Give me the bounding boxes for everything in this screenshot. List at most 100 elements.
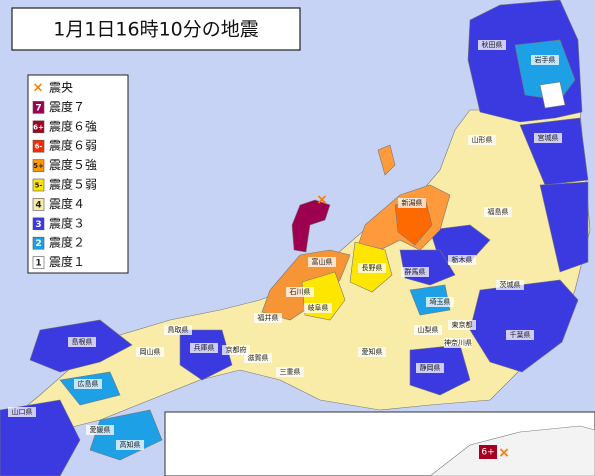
prefecture-label-bg xyxy=(190,343,218,353)
legend-label: 震度６強 xyxy=(49,118,97,133)
inset-land xyxy=(429,425,595,476)
prefecture-label: 愛知県 xyxy=(362,347,383,356)
legend-swatch xyxy=(32,178,45,192)
legend-icon: 6+ xyxy=(33,123,44,131)
kanto-east xyxy=(469,279,579,373)
prefecture-label: 石川県 xyxy=(290,288,311,296)
prefecture-label: 埼玉県 xyxy=(430,297,451,306)
legend-swatch xyxy=(32,120,45,134)
legend-icon: 4 xyxy=(35,200,41,210)
title-box: 1月1日16時10分の地震 xyxy=(11,7,301,51)
legend-label: 震度６弱 xyxy=(49,138,97,153)
prefecture-label-bg xyxy=(531,55,559,65)
legend-icon: × xyxy=(33,81,44,96)
kyushu xyxy=(0,399,81,476)
inset: 6+ × xyxy=(164,411,595,476)
prefecture-label: 富山県 xyxy=(312,257,333,266)
legend-label: 震度５弱 xyxy=(49,177,97,192)
legend-icon: 6- xyxy=(35,143,43,151)
legend-swatch xyxy=(32,159,45,172)
title-frame xyxy=(11,7,301,51)
prefecture-label-bg xyxy=(136,347,164,357)
prefecture-label: 山口県 xyxy=(12,407,33,416)
legend-label: 震度４ xyxy=(49,196,85,211)
prefecture-label: 滋賀県 xyxy=(248,353,269,362)
prefecture-label-bg xyxy=(506,330,534,340)
prefecture-label-bg xyxy=(244,353,272,363)
prefecture-label: 岡山県 xyxy=(140,347,161,356)
fukushima-east xyxy=(539,181,589,273)
prefecture-label-bg xyxy=(496,280,524,290)
prefecture-label: 群馬県 xyxy=(405,267,426,276)
prefecture-label-bg xyxy=(478,40,506,50)
prefecture-label: 兵庫県 xyxy=(194,343,215,352)
legend-label: 震度５強 xyxy=(49,157,97,172)
prefecture-label-bg xyxy=(401,267,429,277)
inset-marker: × xyxy=(498,445,510,461)
prefecture-label: 神奈川県 xyxy=(444,338,472,347)
legend-swatch xyxy=(32,236,45,250)
prefecture-label-bg xyxy=(358,263,386,273)
prefecture-label-bg xyxy=(286,287,314,297)
noto xyxy=(291,199,331,253)
prefecture-label-bg xyxy=(534,133,562,143)
prefecture-label: 秋田県 xyxy=(482,40,503,49)
inset-icon: 6+ xyxy=(481,448,494,458)
prefecture-label-bg xyxy=(86,425,114,435)
legend-label: 震央 xyxy=(49,81,73,95)
prefecture-label-bg xyxy=(448,320,476,330)
legend-label: 震度３ xyxy=(49,215,85,230)
legend-icon: 5+ xyxy=(33,162,44,170)
prefecture-label: 京都府 xyxy=(226,345,247,354)
prefecture-label-bg xyxy=(276,367,304,377)
legend-icon: 2 xyxy=(35,239,41,249)
prefecture-label-bg xyxy=(426,297,454,307)
prefecture-label-bg xyxy=(468,135,496,145)
epicenter: × xyxy=(316,192,328,208)
legend-label: 震度７ xyxy=(49,99,85,114)
legend-icon: 1 xyxy=(35,259,41,269)
prefecture-label-bg xyxy=(116,440,144,450)
legend-label: 震度１ xyxy=(49,254,85,269)
legend-icon: 7 xyxy=(35,103,41,113)
prefecture-label: 岩手県 xyxy=(535,55,556,64)
legend-icon: 5- xyxy=(35,182,43,190)
prefecture-label-bg xyxy=(304,303,332,313)
prefecture-label-bg xyxy=(358,347,386,357)
prefecture-label-bg xyxy=(416,363,444,373)
white-area xyxy=(539,81,566,109)
legend-label: 震度２ xyxy=(49,235,85,250)
prefecture-label: 栃木県 xyxy=(452,255,473,264)
prefecture-label-bg xyxy=(444,338,472,348)
prefecture-label-bg xyxy=(448,255,476,265)
prefecture-label: 島根県 xyxy=(72,337,93,346)
prefecture-label: 福島県 xyxy=(488,207,509,216)
hyogo xyxy=(179,329,233,381)
prefecture-label-bg xyxy=(164,325,192,335)
prefecture-label: 高知県 xyxy=(120,440,141,449)
prefecture-label-bg xyxy=(8,407,36,417)
prefecture-label: 山形県 xyxy=(472,135,493,144)
legend: × 震央 7 震度７ 6+ 震度６強 6- 震度６弱 5+ 震度５強 5- 震度５弱 4 震度４ 3 震度３ 2… xyxy=(27,74,129,274)
prefecture-label-bg xyxy=(484,207,512,217)
legend-swatch xyxy=(32,139,45,153)
prefecture-label-bg xyxy=(68,337,96,347)
prefecture-label: 三重県 xyxy=(280,368,301,376)
legend-swatch xyxy=(32,198,45,211)
prefecture-label-bg xyxy=(74,379,102,389)
prefecture-label: 長野県 xyxy=(362,264,383,272)
legend-swatch xyxy=(32,101,45,114)
prefecture-label-bg xyxy=(254,313,282,323)
sado xyxy=(377,144,396,176)
inset-icon-box xyxy=(479,445,497,459)
prefecture-label: 新潟県 xyxy=(402,198,423,207)
prefecture-label: 宮城県 xyxy=(538,133,559,142)
prefecture-label: 鳥取県 xyxy=(168,325,189,334)
legend-swatch xyxy=(32,256,45,269)
legend-swatch xyxy=(32,217,45,231)
prefecture-label: 福井県 xyxy=(258,313,279,322)
prefecture-label: 愛媛県 xyxy=(90,425,111,434)
prefecture-label-bg xyxy=(398,198,426,208)
